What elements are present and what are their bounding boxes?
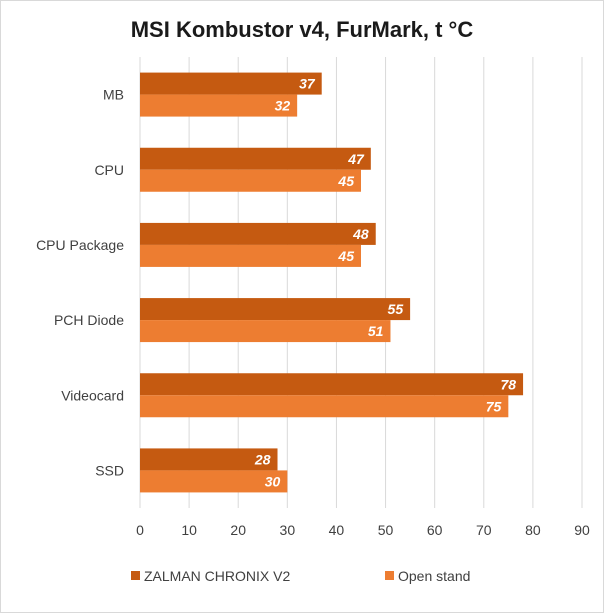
bar (140, 373, 524, 396)
category-label: CPU Package (36, 237, 124, 253)
category-labels: MB CPU CPU Package PCH Diode Videocard SSD (36, 87, 124, 479)
legend-label: ZALMAN CHRONIX V2 (144, 568, 290, 584)
category-label: Videocard (61, 387, 124, 403)
bar (140, 320, 391, 343)
bar (140, 298, 411, 321)
data-label: 48 (352, 226, 369, 242)
x-tick-label: 60 (427, 522, 443, 538)
category-label: CPU (94, 162, 124, 178)
data-label: 55 (388, 301, 404, 317)
bar (140, 395, 509, 418)
bar (140, 72, 322, 95)
x-tick-label: 0 (136, 522, 144, 538)
data-label: 45 (337, 248, 354, 264)
category-label: PCH Diode (54, 312, 124, 328)
data-label: 47 (347, 151, 365, 167)
x-tick-label: 50 (378, 522, 394, 538)
bar (140, 147, 371, 170)
x-tick-label: 80 (525, 522, 541, 538)
category-label: MB (103, 87, 124, 103)
data-label: 75 (486, 398, 502, 414)
x-tick-label: 70 (476, 522, 492, 538)
legend-swatch (385, 571, 394, 580)
category-label: SSD (95, 462, 124, 478)
x-tick-label: 40 (329, 522, 345, 538)
bar (140, 94, 298, 117)
data-label: 78 (500, 376, 516, 392)
x-tick-label: 30 (280, 522, 296, 538)
data-label: 37 (299, 76, 316, 92)
legend-swatch (131, 571, 140, 580)
x-axis-ticks: 0 10 20 30 40 50 60 70 80 90 (136, 522, 590, 538)
legend-label: Open stand (398, 568, 470, 584)
x-tick-label: 90 (574, 522, 590, 538)
data-label: 30 (265, 473, 281, 489)
bar (140, 244, 361, 267)
data-label: 32 (275, 98, 291, 114)
x-tick-label: 20 (230, 522, 246, 538)
bar (140, 448, 278, 471)
bar (140, 169, 361, 192)
x-tick-label: 10 (181, 522, 197, 538)
chart-title: MSI Kombustor v4, FurMark, t °C (131, 17, 474, 42)
legend: ZALMAN CHRONIX V2 Open stand (131, 568, 470, 584)
bar (140, 222, 376, 245)
gridlines (139, 57, 583, 508)
bar (140, 470, 288, 493)
data-label: 51 (368, 323, 384, 339)
data-label: 45 (337, 173, 354, 189)
data-label: 28 (254, 451, 271, 467)
